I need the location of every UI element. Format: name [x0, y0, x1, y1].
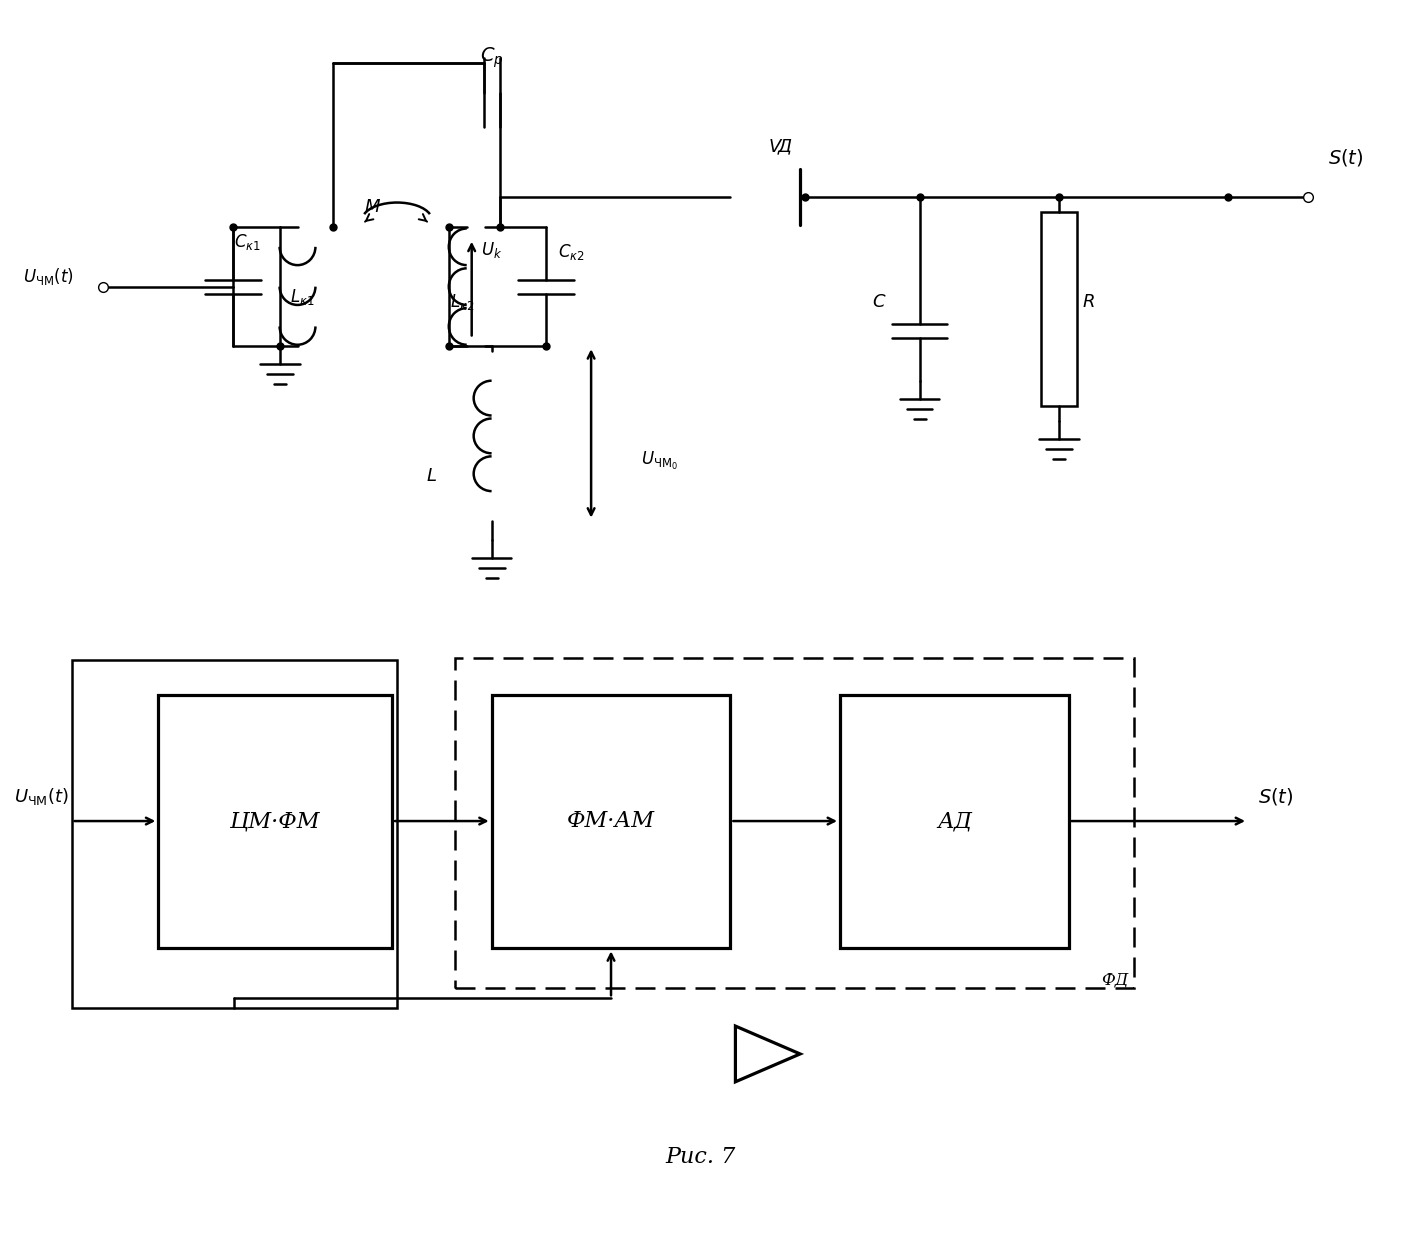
Text: $L_{\kappa2}$: $L_{\kappa2}$: [449, 291, 474, 311]
Text: $C$: $C$: [873, 293, 887, 310]
Text: $V\!Д$: $V\!Д$: [767, 138, 793, 156]
Bar: [840, 694, 1069, 948]
Text: ЦМ·ФМ: ЦМ·ФМ: [229, 811, 320, 832]
Text: $U_{\text{ЧМ}}(t)$: $U_{\text{ЧМ}}(t)$: [14, 786, 69, 807]
Text: АД: АД: [937, 811, 972, 832]
Bar: [491, 694, 731, 948]
Text: $U_{\text{ЧМ}}(t)$: $U_{\text{ЧМ}}(t)$: [22, 266, 73, 288]
Text: $C_{\kappa2}$: $C_{\kappa2}$: [558, 241, 585, 261]
Text: $C_{\kappa1}$: $C_{\kappa1}$: [234, 231, 261, 251]
Text: Рис. 7: Рис. 7: [665, 1146, 735, 1168]
Bar: [159, 694, 391, 948]
Text: $C_p$: $C_p$: [480, 45, 504, 70]
Text: $S(t)$: $S(t)$: [1258, 786, 1294, 807]
Bar: [455, 658, 1134, 988]
Text: $U_k$: $U_k$: [481, 240, 502, 260]
Text: ФМ·АМ: ФМ·АМ: [567, 811, 655, 832]
Text: $M$: $M$: [363, 198, 380, 216]
Text: $R$: $R$: [1082, 293, 1096, 310]
Text: $U_{\text{ЧМ}_0}$: $U_{\text{ЧМ}_0}$: [641, 450, 678, 472]
Text: $S(t)$: $S(t)$: [1327, 146, 1364, 168]
Text: $L_{\kappa1}$: $L_{\kappa1}$: [290, 286, 314, 306]
Text: $L$: $L$: [427, 467, 438, 484]
Text: ФД: ФД: [1101, 972, 1128, 988]
Bar: [72, 659, 397, 1008]
Bar: [1041, 211, 1076, 407]
